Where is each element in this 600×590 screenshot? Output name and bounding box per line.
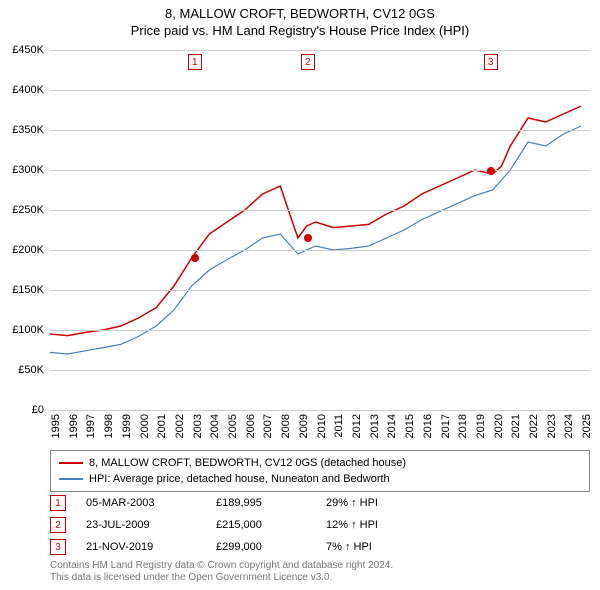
x-axis-label: 2015 (404, 414, 416, 438)
title-subtitle: Price paid vs. HM Land Registry's House … (0, 23, 600, 38)
x-axis-label: 2010 (316, 414, 328, 438)
sale-dot (304, 234, 312, 242)
sale-diff: 7% ↑ HPI (326, 541, 426, 553)
x-axis-label: 1999 (121, 414, 133, 438)
y-axis-label: £300K (0, 164, 44, 176)
legend-swatch (59, 462, 83, 464)
x-axis-label: 2014 (386, 414, 398, 438)
footer-line2: This data is licensed under the Open Gov… (50, 572, 393, 584)
legend-label: HPI: Average price, detached house, Nune… (89, 473, 390, 485)
x-axis-label: 2005 (227, 414, 239, 438)
title-block: 8, MALLOW CROFT, BEDWORTH, CV12 0GS Pric… (0, 0, 600, 38)
x-axis-label: 2006 (245, 414, 257, 438)
x-axis-label: 1997 (85, 414, 97, 438)
legend-item: 8, MALLOW CROFT, BEDWORTH, CV12 0GS (det… (59, 455, 581, 471)
sale-date: 05-MAR-2003 (86, 497, 196, 509)
sale-price: £299,000 (216, 541, 306, 553)
gridline (50, 90, 590, 91)
sale-diff: 29% ↑ HPI (326, 497, 426, 509)
x-axis-label: 2002 (174, 414, 186, 438)
plot-area: £0£50K£100K£150K£200K£250K£300K£350K£400… (50, 50, 590, 410)
chart-container: 8, MALLOW CROFT, BEDWORTH, CV12 0GS Pric… (0, 0, 600, 590)
x-axis-label: 2023 (546, 414, 558, 438)
x-axis-label: 2025 (581, 414, 593, 438)
x-axis-label: 2012 (351, 414, 363, 438)
legend-box: 8, MALLOW CROFT, BEDWORTH, CV12 0GS (det… (50, 450, 590, 492)
sale-row: 2 23-JUL-2009 £215,000 12% ↑ HPI (50, 514, 590, 536)
x-axis-label: 1996 (68, 414, 80, 438)
gridline (50, 370, 590, 371)
x-axis-label: 2000 (139, 414, 151, 438)
footer-line1: Contains HM Land Registry data © Crown c… (50, 560, 393, 572)
y-axis-label: £250K (0, 204, 44, 216)
sale-row: 1 05-MAR-2003 £189,995 29% ↑ HPI (50, 492, 590, 514)
y-axis-label: £400K (0, 84, 44, 96)
chart-svg (50, 50, 590, 410)
x-axis-label: 2009 (298, 414, 310, 438)
sale-marker-icon: 1 (50, 495, 66, 511)
legend-item: HPI: Average price, detached house, Nune… (59, 471, 581, 487)
sale-diff: 12% ↑ HPI (326, 519, 426, 531)
gridline (50, 330, 590, 331)
gridline (50, 250, 590, 251)
gridline (50, 170, 590, 171)
gridline (50, 290, 590, 291)
x-axis-label: 2003 (192, 414, 204, 438)
y-axis-label: £50K (0, 364, 44, 376)
x-axis-label: 2004 (209, 414, 221, 438)
x-axis-label: 1995 (50, 414, 62, 438)
sale-price: £215,000 (216, 519, 306, 531)
x-axis-label: 1998 (103, 414, 115, 438)
x-axis-label: 2018 (457, 414, 469, 438)
footer-note: Contains HM Land Registry data © Crown c… (50, 560, 393, 584)
gridline (50, 210, 590, 211)
x-axis-label: 2011 (333, 414, 345, 438)
sales-block: 1 05-MAR-2003 £189,995 29% ↑ HPI 2 23-JUL-200… (50, 492, 590, 558)
sale-marker-flag: 3 (484, 54, 498, 70)
x-axis-label: 2017 (440, 414, 452, 438)
y-axis-label: £0 (0, 404, 44, 416)
y-axis-label: £200K (0, 244, 44, 256)
y-axis-label: £100K (0, 324, 44, 336)
x-axis-label: 2020 (493, 414, 505, 438)
x-axis-label: 2016 (422, 414, 434, 438)
x-axis-label: 2013 (369, 414, 381, 438)
sale-marker-icon: 2 (50, 517, 66, 533)
x-axis-label: 2019 (475, 414, 487, 438)
legend-label: 8, MALLOW CROFT, BEDWORTH, CV12 0GS (det… (89, 457, 406, 469)
sale-marker-icon: 3 (50, 539, 66, 555)
gridline (50, 50, 590, 51)
sale-date: 23-JUL-2009 (86, 519, 196, 531)
x-axis-label: 2008 (280, 414, 292, 438)
x-axis-label: 2024 (563, 414, 575, 438)
series-hpi (50, 126, 581, 354)
sale-marker-flag: 1 (188, 54, 202, 70)
x-axis-label: 2001 (156, 414, 168, 438)
y-axis-label: £150K (0, 284, 44, 296)
plot-inner: £0£50K£100K£150K£200K£250K£300K£350K£400… (50, 50, 590, 410)
sale-row: 3 21-NOV-2019 £299,000 7% ↑ HPI (50, 536, 590, 558)
sale-dot (191, 254, 199, 262)
y-axis-label: £450K (0, 44, 44, 56)
legend-swatch (59, 478, 83, 480)
gridline (50, 410, 590, 411)
sale-price: £189,995 (216, 497, 306, 509)
y-axis-label: £350K (0, 124, 44, 136)
x-axis-label: 2007 (262, 414, 274, 438)
gridline (50, 130, 590, 131)
sale-dot (487, 167, 495, 175)
title-address: 8, MALLOW CROFT, BEDWORTH, CV12 0GS (0, 6, 600, 21)
series-property (50, 106, 581, 336)
sale-marker-flag: 2 (301, 54, 315, 70)
x-axis-label: 2022 (528, 414, 540, 438)
sale-date: 21-NOV-2019 (86, 541, 196, 553)
x-axis-label: 2021 (510, 414, 522, 438)
